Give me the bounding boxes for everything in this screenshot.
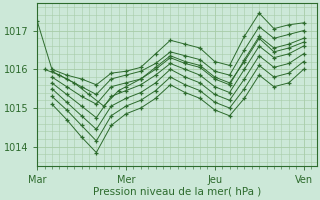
X-axis label: Pression niveau de la mer( hPa ): Pression niveau de la mer( hPa ) [93,187,261,197]
